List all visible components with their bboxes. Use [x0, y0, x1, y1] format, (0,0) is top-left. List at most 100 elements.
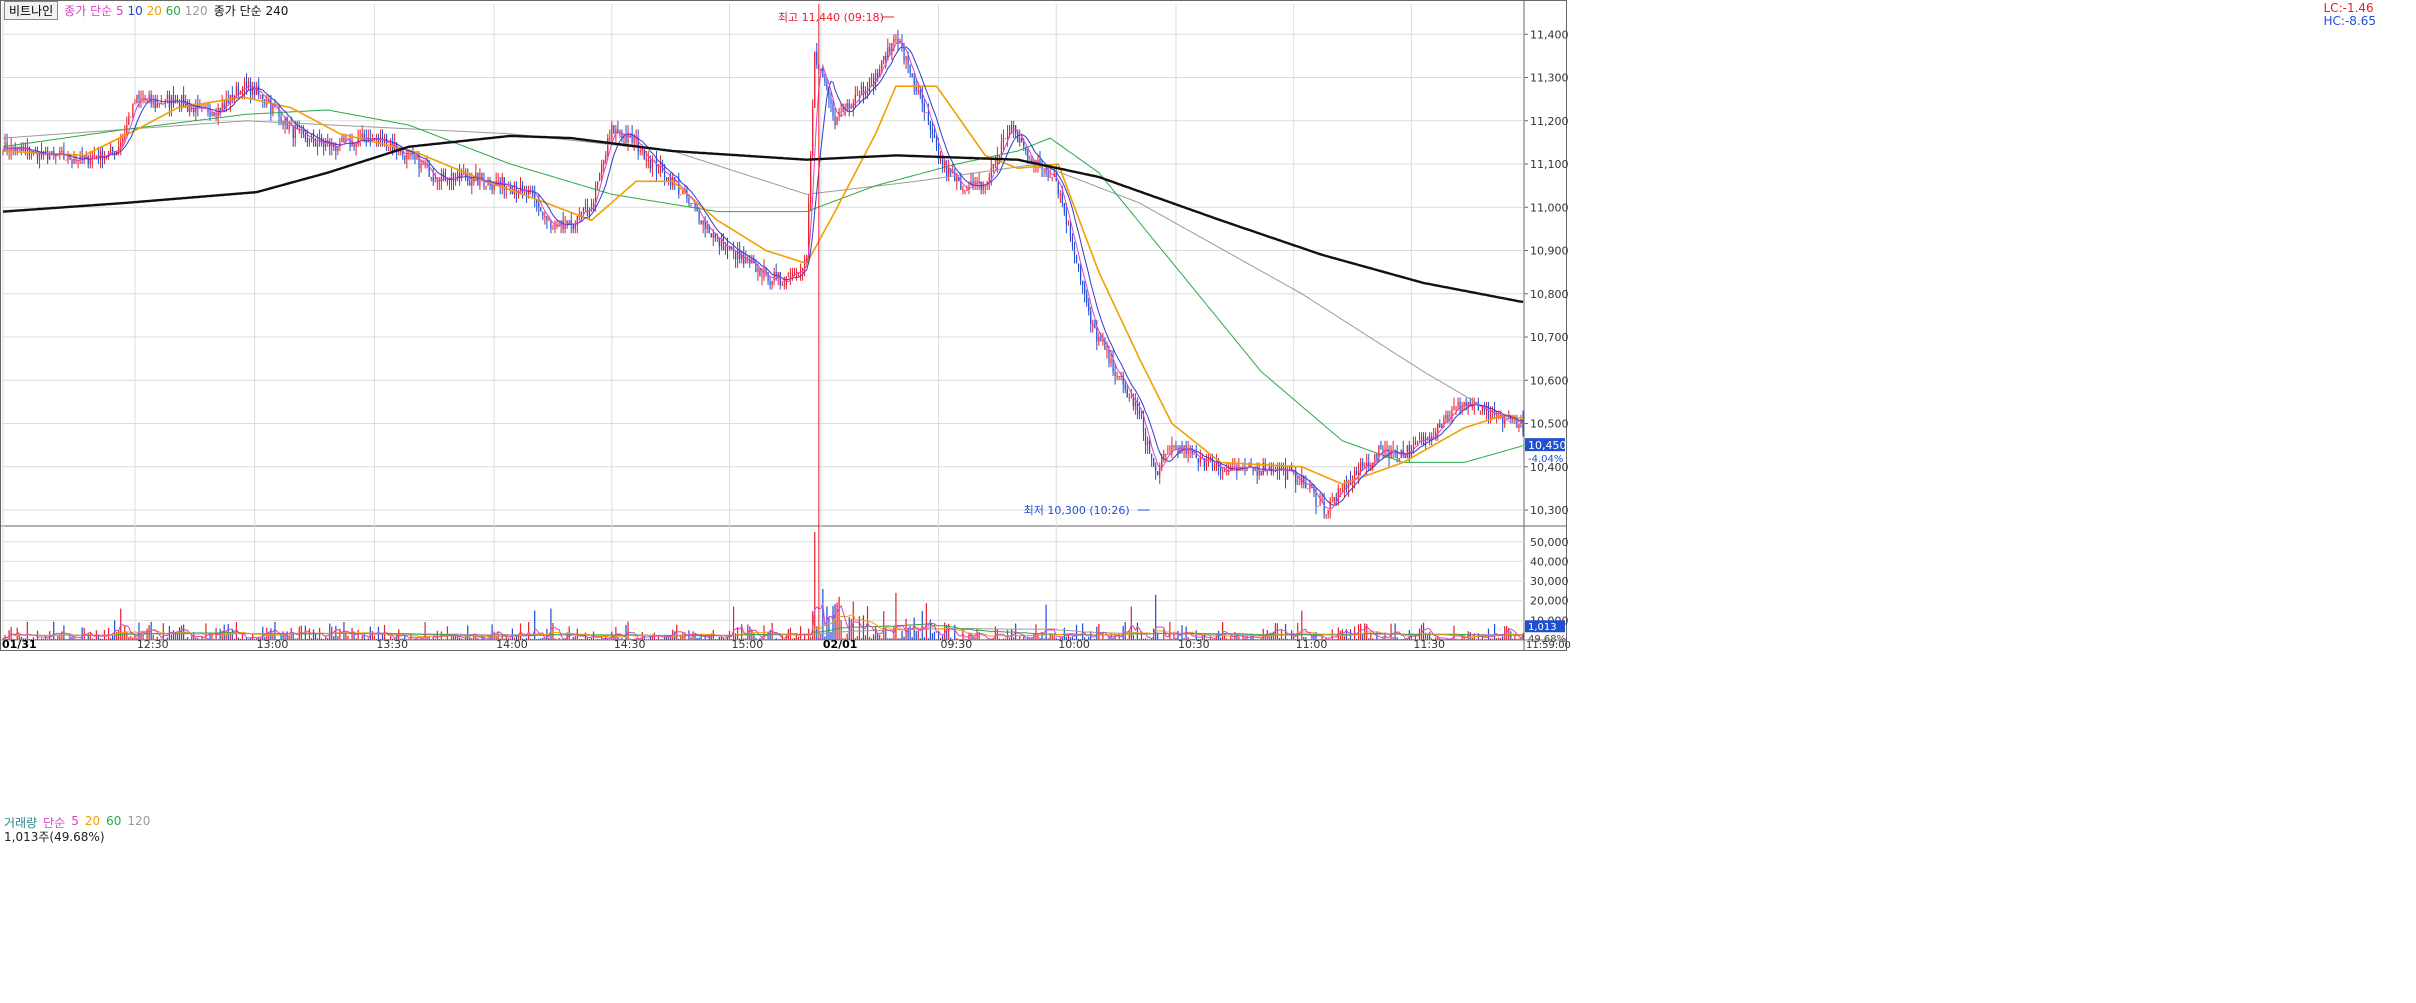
volume-bar: [976, 628, 978, 640]
candle-body: [1153, 458, 1155, 467]
candle-body: [1512, 419, 1514, 421]
candle-body: [761, 276, 763, 278]
candle-body: [1370, 466, 1372, 468]
volume-bar: [661, 639, 664, 640]
volume-tick-label: 40,000: [1530, 555, 1569, 568]
candle-body: [956, 177, 958, 182]
volume-bar: [1469, 632, 1471, 640]
volume-bar: [753, 633, 755, 640]
candle-body: [258, 86, 260, 95]
candle-body: [122, 138, 124, 143]
candle-body: [621, 133, 623, 139]
volume-bar: [1518, 638, 1520, 640]
volume-bar: [18, 633, 20, 640]
instrument-name[interactable]: 비트나인: [4, 0, 59, 20]
candle-body: [1175, 445, 1177, 450]
candle-body: [877, 73, 879, 78]
volume-bar: [1284, 623, 1287, 640]
volume-bar: [1493, 623, 1496, 640]
candle-body: [1171, 445, 1173, 454]
volume-bar: [588, 638, 591, 640]
volume-bar: [341, 639, 343, 640]
candle-body: [231, 94, 233, 100]
candle-body: [1027, 151, 1029, 160]
volume-bar: [217, 639, 219, 640]
candle-body: [521, 185, 524, 190]
candle-body: [1106, 350, 1108, 351]
y-tick-label: 10,300: [1530, 504, 1569, 517]
candle-body: [1477, 401, 1479, 411]
volume-bar: [176, 633, 179, 640]
candle-body: [1232, 466, 1234, 468]
candle-body: [903, 47, 905, 61]
volume-bar: [274, 621, 276, 640]
volume-bar: [597, 638, 599, 640]
candle-body: [355, 142, 357, 147]
candle-body: [1305, 484, 1307, 489]
volume-bar: [503, 638, 505, 640]
candle-body: [511, 189, 513, 195]
candle-body: [172, 94, 175, 104]
ma5-line: [2, 40, 1524, 509]
candle-body: [696, 207, 698, 212]
volume-bar: [1404, 638, 1406, 640]
volume-bar: [1465, 639, 1467, 640]
candle-body: [47, 151, 49, 160]
candle-body: [937, 146, 940, 160]
candle-body: [1096, 328, 1098, 342]
candle-body: [93, 155, 95, 157]
volume-bar: [321, 638, 323, 640]
candle-body: [982, 185, 984, 190]
candle-body: [925, 112, 927, 114]
volume-bar: [1455, 638, 1457, 640]
candle-body: [456, 172, 459, 177]
volume-bar: [1108, 636, 1110, 640]
volume-bar: [1045, 604, 1047, 640]
volume-bar: [1301, 610, 1303, 640]
candle-body: [1252, 466, 1254, 472]
candle-body: [1353, 471, 1356, 480]
candle-body: [1424, 436, 1427, 446]
volume-bar: [1199, 639, 1201, 640]
candle-body: [1396, 453, 1398, 459]
candle-body: [741, 254, 743, 260]
candle-body: [430, 177, 432, 178]
volume-bar: [566, 632, 568, 640]
volume-bar: [1000, 639, 1003, 640]
candle-body: [217, 107, 219, 117]
candle-body: [1029, 159, 1031, 161]
volume-bar: [615, 626, 617, 640]
candle-body: [1132, 397, 1134, 407]
candle-body: [1376, 453, 1378, 459]
candle-body: [625, 133, 627, 143]
candle-body: [475, 172, 477, 177]
candle-body: [603, 159, 605, 165]
candle-body: [63, 151, 65, 160]
volume-bar: [140, 633, 142, 640]
candle-body: [1051, 177, 1053, 178]
volume-bar: [34, 639, 37, 640]
volume-bar: [459, 637, 461, 640]
candle-body: [1327, 510, 1329, 515]
volume-bar: [199, 639, 201, 640]
candle-body: [814, 51, 816, 108]
volume-bar: [716, 639, 718, 640]
candle-body: [1077, 263, 1080, 268]
volume-bar: [1061, 636, 1063, 640]
volume-bar: [690, 637, 692, 640]
x-tick-label: 14:00: [496, 638, 528, 651]
volume-bar: [1447, 639, 1449, 640]
volume-bar: [1008, 638, 1011, 640]
volume-bar: [923, 637, 925, 640]
volume-bar: [730, 638, 733, 640]
volume-bar: [797, 636, 800, 640]
volume-bar: [1321, 634, 1323, 640]
volume-bar: [235, 622, 237, 640]
volume-bar: [89, 632, 91, 640]
candle-body: [952, 172, 954, 174]
candle-body: [1148, 440, 1151, 454]
volume-bar: [1100, 639, 1102, 640]
candle-body: [187, 103, 189, 113]
volume-bar: [1317, 639, 1319, 640]
volume-bar: [594, 639, 597, 640]
